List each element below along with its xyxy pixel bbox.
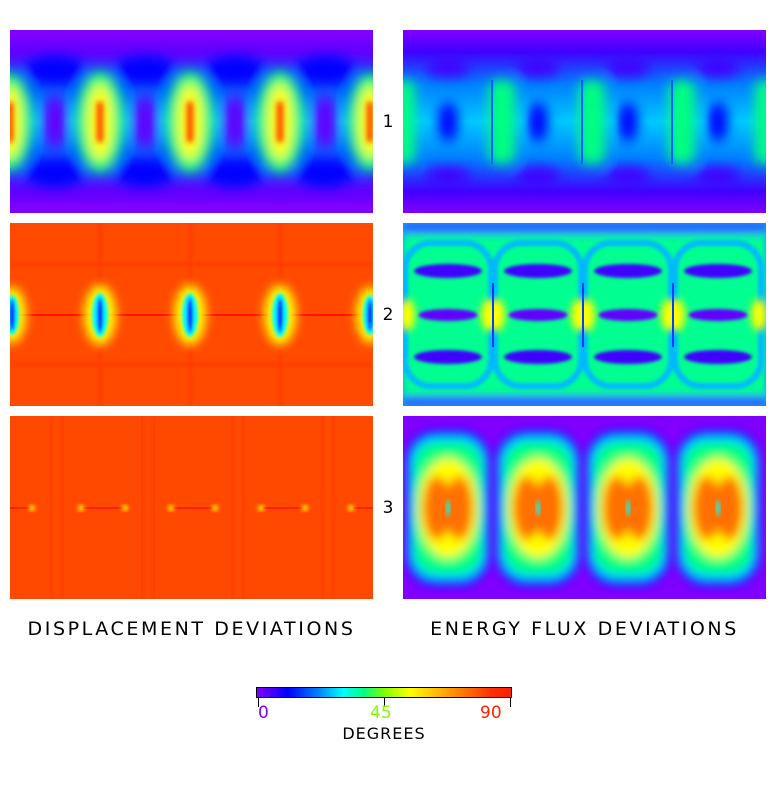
energy-flux-panel-3: [403, 416, 766, 599]
displacement-panel-1: [10, 30, 373, 213]
colorbar-tick-max: [510, 697, 511, 707]
row-label-2: 2: [382, 305, 394, 325]
row-label-3: 3: [382, 498, 394, 518]
energy-flux-panel-2: [403, 223, 766, 406]
colorbar-min-label: 0: [258, 703, 269, 723]
row-label-1: 1: [382, 112, 394, 132]
colorbar-tick-mid: [384, 697, 385, 707]
energy-flux-title: ENERGY FLUX DEVIATIONS: [430, 618, 739, 640]
colorbar-mid-label: 45: [370, 703, 392, 723]
displacement-panel-3: [10, 416, 373, 599]
colorbar-title: DEGREES: [342, 724, 426, 743]
displacement-title: DISPLACEMENT DEVIATIONS: [27, 618, 356, 640]
energy-flux-panel-1: [403, 30, 766, 213]
colorbar-tick-min: [258, 697, 259, 707]
colorbar-max-label: 90: [480, 703, 502, 723]
displacement-panel-2: [10, 223, 373, 406]
